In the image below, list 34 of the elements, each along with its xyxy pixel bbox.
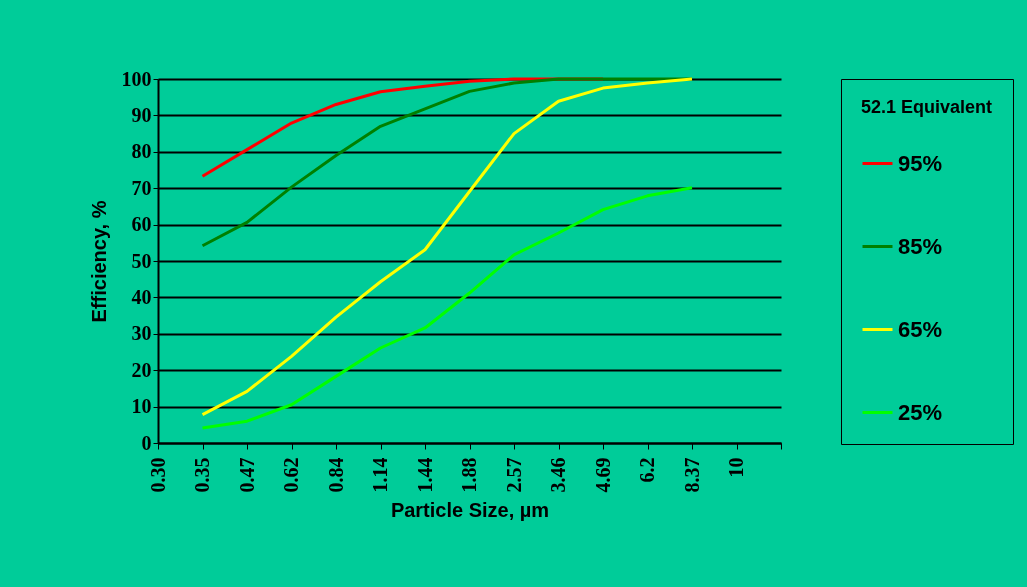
y-tick-label: 10 (131, 395, 152, 418)
line-series (201, 186, 694, 430)
y-tick-label: 50 (131, 249, 152, 272)
y-tick-label: 70 (131, 176, 152, 199)
y-tick-label: 100 (121, 67, 152, 90)
y-tick-label: 90 (131, 103, 152, 126)
x-tick-label: 4.69 (591, 457, 614, 493)
x-tick-label: 2.57 (502, 457, 525, 493)
x-tick-label: 1.44 (413, 457, 436, 493)
x-tick-label: 1.88 (458, 457, 480, 493)
x-tick-label: 0.84 (324, 457, 347, 493)
x-tick-label: 10 (725, 457, 747, 478)
line-series (201, 77, 694, 417)
x-tick-label: 0.30 (146, 457, 169, 493)
legend-label: 85% (898, 233, 943, 259)
x-tick-label: 1.14 (369, 457, 391, 493)
y-axis-title: Efficiency, % (87, 200, 110, 323)
x-tick-label: 0.47 (235, 457, 258, 493)
y-tick-label: 0 (141, 431, 152, 454)
y-tick-label: 80 (131, 140, 152, 163)
y-tick-label: 60 (131, 213, 152, 236)
legend-label: 95% (898, 150, 943, 176)
y-tick-label: 40 (131, 285, 152, 308)
legend-title: 52.1 Equivalent (861, 97, 993, 117)
x-tick-label: 6.2 (636, 457, 658, 483)
x-tick-label: 3.46 (547, 457, 569, 493)
x-tick-label: 0.35 (191, 457, 213, 493)
x-axis-title: Particle Size, µm (390, 498, 550, 521)
x-tick-label: 8.37 (680, 457, 703, 493)
legend-label: 65% (898, 316, 943, 342)
y-tick-label: 20 (131, 358, 152, 381)
legend-label: 25% (898, 399, 943, 425)
x-tick-label: 0.62 (280, 457, 302, 493)
y-tick-label: 30 (131, 322, 152, 345)
